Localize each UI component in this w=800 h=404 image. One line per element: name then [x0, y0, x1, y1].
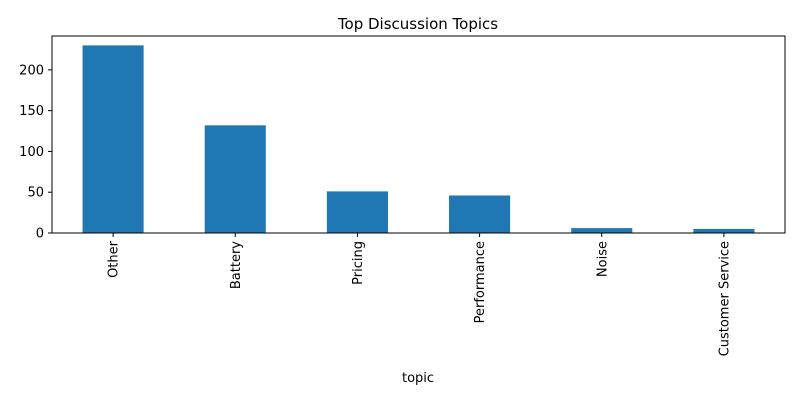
bar-pricing — [326, 191, 388, 233]
x-tick-label: Other — [107, 240, 122, 278]
x-tick-label: Performance — [473, 241, 488, 323]
bar-customer-service — [693, 228, 755, 233]
y-axis: 0 50 100 150 200 — [19, 63, 52, 242]
y-tick-label: 0 — [36, 227, 44, 242]
x-tick-label: Customer Service — [717, 241, 732, 356]
x-tick-label: Battery — [229, 241, 244, 289]
bar-other — [82, 45, 144, 233]
y-tick-label: 100 — [19, 145, 44, 160]
bar-performance — [449, 195, 511, 233]
bar-battery — [204, 125, 266, 233]
x-axis: Other Battery Pricing Performance Noise Custo… — [107, 233, 732, 356]
plot-frame — [51, 35, 786, 234]
y-tick-label: 50 — [27, 186, 44, 201]
y-tick-label: 150 — [19, 104, 44, 119]
x-axis-label: topic — [402, 371, 434, 386]
chart-title: Top Discussion Topics — [337, 15, 498, 33]
x-tick-label: Pricing — [351, 241, 366, 285]
y-tick-label: 200 — [19, 63, 44, 78]
x-tick-label: Noise — [595, 241, 610, 277]
bar-noise — [571, 228, 633, 233]
bars-group — [82, 45, 755, 233]
